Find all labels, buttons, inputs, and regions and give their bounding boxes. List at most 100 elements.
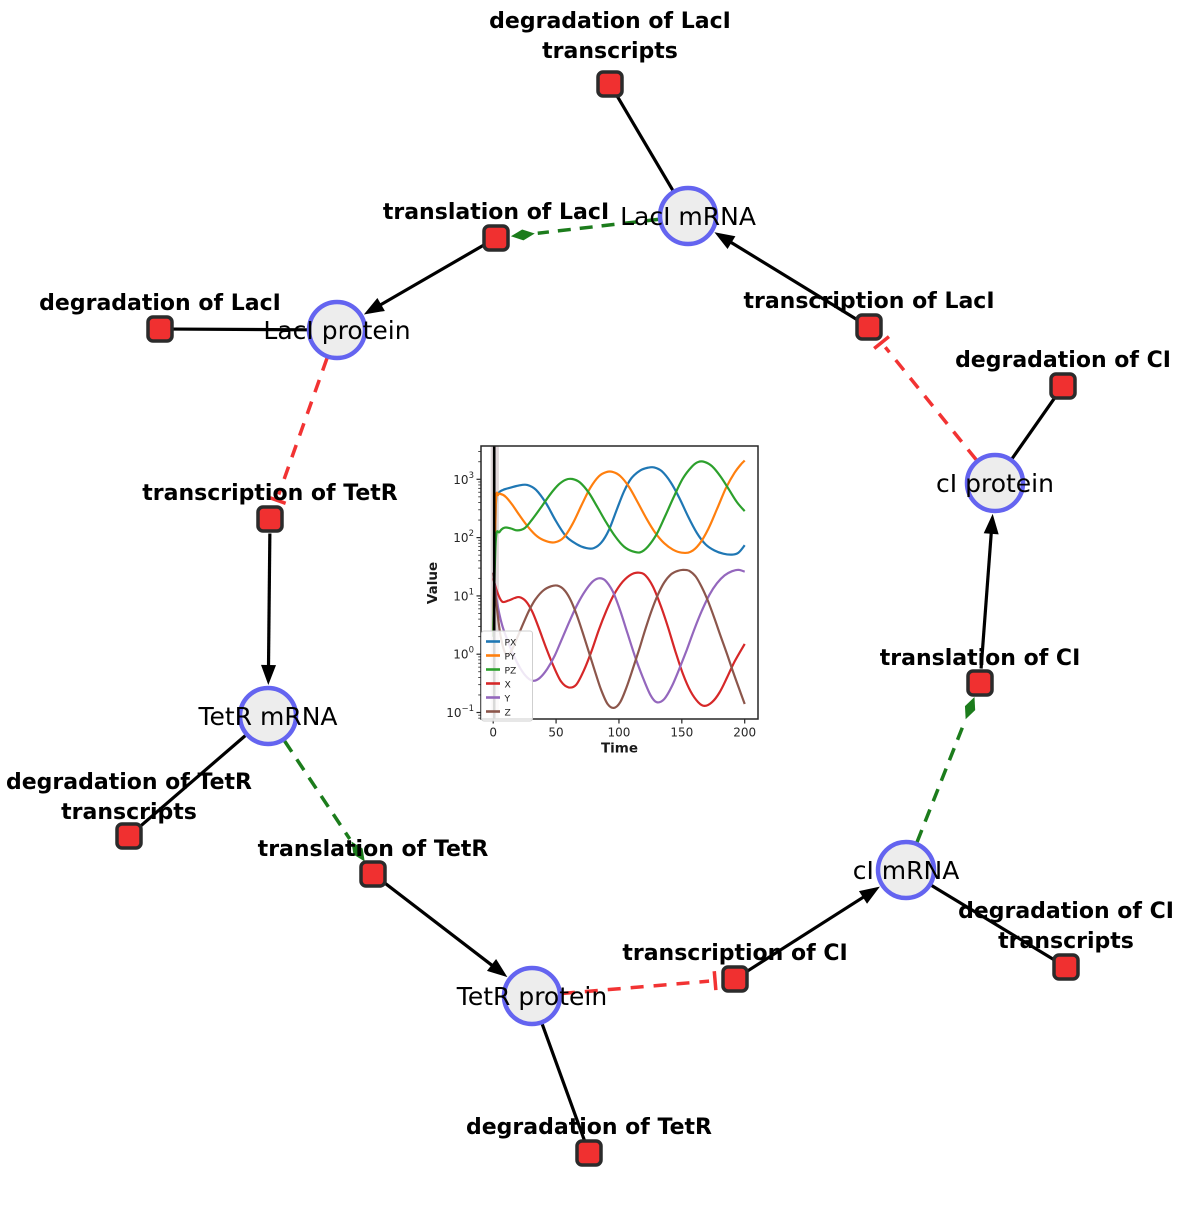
- reaction-node-translation-laci[interactable]: [482, 224, 510, 252]
- edge-ci-protein-to-transcription-laci-tbar-icon: [873, 335, 891, 350]
- species-node-ci-mrna[interactable]: [875, 839, 937, 901]
- legend-label-PY: PY: [505, 651, 516, 662]
- y-tick-exponent: 0: [469, 646, 474, 656]
- reaction-label-translation-laci: translation of LacI: [383, 200, 609, 225]
- edge-laci-protein-to-transcription-tetr-tbar-icon: [267, 495, 287, 505]
- edge-transcription-laci-to-laci-mrna: [728, 240, 858, 321]
- edge-tetr-protein-to-deg-tetr: [540, 1023, 586, 1141]
- labels-layer: degradation of LacI transcripts translatio…: [6, 9, 1174, 1140]
- x-tick-label: 150: [670, 726, 693, 740]
- series-PY-line: [492, 459, 746, 637]
- edge-laci-mrna-to-translation-laci-diamond-icon: [510, 229, 535, 241]
- reaction-node-deg-laci[interactable]: [146, 315, 174, 343]
- reaction-label-transcription-laci: transcription of LacI: [743, 289, 994, 314]
- reaction-label-deg-laci-transcripts-line1: degradation of LacI: [489, 9, 731, 34]
- series-X-line: [492, 571, 746, 708]
- reaction-label-transcription-tetr: transcription of TetR: [142, 481, 398, 506]
- edge-translation-ci-to-ci-protein-arrowhead-icon: [983, 513, 999, 535]
- y-tick-label: 101: [453, 587, 474, 603]
- legend-label-Y: Y: [504, 693, 511, 704]
- reaction-label-translation-tetr: translation of TetR: [258, 837, 489, 862]
- reaction-label-translation-ci: translation of CI: [880, 646, 1081, 671]
- species-node-laci-protein[interactable]: [306, 299, 368, 361]
- species-label-tetr-mrna: TetR mRNA: [197, 702, 337, 731]
- reaction-label-deg-tetr-transcripts-line1: degradation of TetR: [6, 770, 252, 795]
- edge-ci-mrna-to-translation-ci: [915, 721, 967, 843]
- edge-ci-mrna-to-translation-ci-diamond-icon: [964, 696, 976, 720]
- legend-label-PZ: PZ: [505, 665, 517, 676]
- series-PZ-line: [492, 460, 746, 637]
- y-tick-exponent: −1: [461, 704, 474, 714]
- legend-label-Z: Z: [505, 707, 511, 718]
- x-tick-label: 200: [733, 726, 756, 740]
- species-node-ci-protein[interactable]: [964, 452, 1026, 514]
- species-label-ci-protein: cI protein: [936, 469, 1054, 498]
- edge-transcription-ci-to-ci-mrna: [746, 894, 866, 973]
- nodes-layer: [115, 70, 1080, 1167]
- edge-tetr-protein-to-transcription-ci: [561, 979, 710, 996]
- x-tick-label: 50: [548, 726, 563, 740]
- edge-laci-protein-to-deg-laci: [173, 327, 308, 332]
- edge-transcription-tetr-to-tetr-mrna-arrowhead-icon: [261, 664, 277, 686]
- chart-x-axis-label: Time: [601, 741, 638, 757]
- reaction-label-deg-tetr-transcripts-line2: transcripts: [61, 800, 197, 825]
- reaction-node-translation-tetr[interactable]: [359, 860, 387, 888]
- legend-label-X: X: [505, 679, 511, 690]
- edge-ci-protein-to-deg-ci: [1010, 396, 1057, 460]
- x-tick-label: 0: [489, 726, 497, 740]
- edge-ci-mrna-to-deg-ci-transcripts: [930, 884, 1056, 962]
- reaction-label-deg-ci-transcripts-line2: transcripts: [998, 929, 1134, 954]
- reaction-node-transcription-ci[interactable]: [721, 965, 749, 993]
- y-tick-exponent: 3: [469, 471, 474, 481]
- reaction-label-deg-tetr: degradation of TetR: [466, 1115, 712, 1140]
- edge-transcription-laci-to-laci-mrna-arrowhead-icon: [714, 232, 736, 250]
- y-tick-label: 100: [453, 646, 474, 662]
- y-tick-label: 103: [453, 471, 474, 487]
- reaction-node-deg-laci-transcripts[interactable]: [596, 70, 624, 98]
- edge-translation-ci-to-ci-protein: [979, 531, 993, 669]
- reaction-label-deg-ci: degradation of CI: [955, 348, 1171, 373]
- edge-transcription-ci-to-ci-mrna-arrowhead-icon: [858, 886, 880, 904]
- reaction-node-deg-tetr-transcripts[interactable]: [115, 822, 143, 850]
- chart-curves: [492, 446, 746, 719]
- edge-transcription-tetr-to-tetr-mrna: [266, 533, 272, 668]
- chart-y-axis-label: Value: [425, 562, 441, 604]
- reaction-label-deg-ci-transcripts-line1: degradation of CI: [958, 899, 1174, 924]
- y-tick-exponent: 2: [469, 529, 474, 539]
- edge-tetr-mrna-to-deg-tetr-transcripts: [138, 734, 247, 829]
- species-node-tetr-protein[interactable]: [501, 965, 563, 1027]
- species-node-tetr-mrna[interactable]: [237, 685, 299, 747]
- species-label-laci-protein: LacI protein: [263, 316, 410, 345]
- edge-laci-protein-to-transcription-tetr: [277, 357, 329, 496]
- edge-translation-tetr-to-tetr-protein-arrowhead-icon: [486, 959, 508, 978]
- x-tick-label: 100: [607, 726, 630, 740]
- edge-translation-laci-to-laci-protein-arrowhead-icon: [363, 297, 385, 315]
- reaction-node-deg-ci-transcripts[interactable]: [1052, 953, 1080, 981]
- reaction-label-transcription-ci: transcription of CI: [622, 941, 847, 966]
- reaction-node-translation-ci[interactable]: [966, 669, 994, 697]
- reaction-label-deg-laci-transcripts-line2: transcripts: [542, 39, 678, 64]
- edge-translation-tetr-to-tetr-protein: [383, 881, 495, 968]
- y-tick-exponent: 1: [469, 587, 474, 597]
- reaction-node-transcription-tetr[interactable]: [256, 505, 284, 533]
- edge-tetr-mrna-to-translation-tetr-diamond-icon: [351, 841, 365, 862]
- y-tick-label: 10−1: [446, 704, 474, 720]
- edge-ci-protein-to-transcription-laci: [883, 346, 978, 461]
- species-node-laci-mrna[interactable]: [657, 185, 719, 247]
- species-label-tetr-protein: TetR protein: [456, 982, 607, 1011]
- legend-label-PX: PX: [505, 637, 517, 648]
- y-tick-label: 102: [453, 529, 474, 545]
- reaction-node-deg-ci[interactable]: [1049, 372, 1077, 400]
- reaction-node-deg-tetr[interactable]: [575, 1139, 603, 1167]
- edge-tetr-mrna-to-translation-tetr: [283, 740, 352, 840]
- reaction-label-deg-laci: degradation of LacI: [39, 291, 281, 316]
- reaction-node-transcription-laci[interactable]: [855, 313, 883, 341]
- edge-laci-mrna-to-deg-laci-transcripts: [615, 94, 675, 191]
- species-label-laci-mrna: LacI mRNA: [620, 202, 756, 231]
- edge-tetr-protein-to-transcription-ci-tbar-icon: [712, 971, 718, 991]
- series-Z-line: [492, 568, 746, 710]
- species-label-ci-mrna: cI mRNA: [853, 856, 960, 885]
- edge-translation-laci-to-laci-protein: [378, 243, 485, 307]
